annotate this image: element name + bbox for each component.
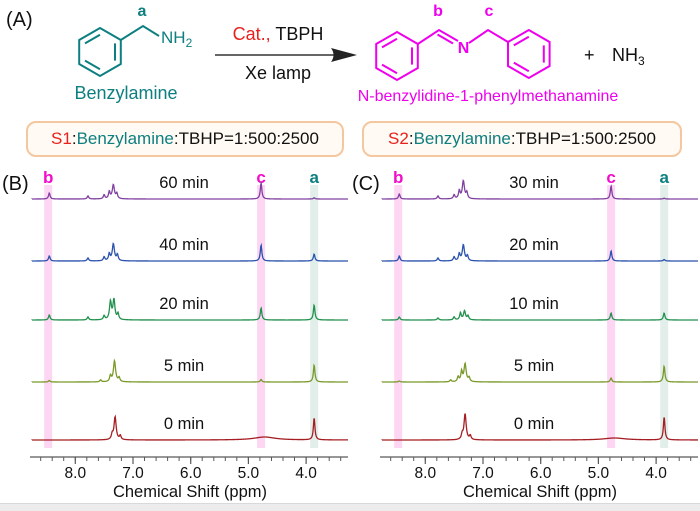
- ammonia-label: NH3: [612, 45, 645, 68]
- ring-double-bond: [84, 33, 101, 45]
- nmr-panel-c: (C) b c a 30 min 20 min 10 min 5 min 0 min 8.0 7.0…: [352, 168, 698, 501]
- nmr-trace-10-min: [381, 309, 698, 321]
- x-axis-tick-label: 4.0: [295, 465, 317, 482]
- nmr-trace-0-min: [381, 413, 698, 441]
- ring-double-bond: [513, 35, 530, 47]
- s1-ratio: :TBHP=1:500:2500: [173, 129, 319, 148]
- s2-reagent: Benzylamine: [413, 129, 511, 148]
- panel-label: (C): [352, 173, 380, 195]
- highlight-band-c: [607, 185, 616, 448]
- nmr-trace-20-min: [31, 297, 348, 321]
- sample-s2-label: S2: [388, 129, 409, 148]
- x-axis-tick-label: 5.0: [238, 465, 260, 482]
- highlight-band-a: [310, 185, 319, 448]
- arrow-bottom-text: Xe lamp: [245, 63, 311, 83]
- sample-s1-label: S1: [51, 129, 72, 148]
- column-marker-a: a: [309, 168, 319, 187]
- amine-sub: 2: [186, 36, 193, 50]
- highlight-band-a: [660, 185, 669, 448]
- product-name: N-benzylidine-1-phenylmethanamine: [358, 88, 619, 105]
- time-label: 20 min: [509, 236, 559, 254]
- highlight-band-b: [394, 185, 403, 448]
- s1-reagent: Benzylamine: [76, 129, 174, 148]
- panel-label: (B): [2, 173, 29, 195]
- proton-b-label: b: [433, 3, 443, 20]
- proton-a-label: a: [138, 3, 147, 20]
- time-label: 60 min: [159, 174, 209, 192]
- reagent-label: TBPH: [271, 24, 324, 44]
- s2-colon: :: [408, 129, 414, 148]
- nmr-trace-5-min: [381, 361, 698, 383]
- product-left-ring: [375, 30, 419, 82]
- x-axis-title: Chemical Shift (ppm): [463, 483, 617, 501]
- column-marker-c: c: [256, 168, 265, 187]
- time-label: 10 min: [509, 295, 559, 313]
- amine-group-label: NH2: [161, 28, 193, 50]
- x-axis-tick-label: 6.0: [530, 465, 552, 482]
- column-marker-b: b: [43, 168, 53, 187]
- x-axis-title: Chemical Shift (ppm): [113, 483, 267, 501]
- x-axis-tick-label: 7.0: [122, 465, 144, 482]
- x-axis-tick-label: 6.0: [180, 465, 202, 482]
- benzylamine-ch2-bonds: [120, 24, 160, 41]
- x-axis-tick-label: 8.0: [415, 465, 437, 482]
- nmr-trace-40-min: [31, 242, 348, 262]
- time-label: 0 min: [514, 415, 554, 433]
- x-axis-tick-label: 8.0: [65, 465, 87, 482]
- catalyst-label: Cat.,: [233, 24, 271, 44]
- amine-main: NH: [161, 28, 186, 47]
- nmr-trace-5-min: [31, 358, 348, 383]
- nmr-trace-60-min: [31, 180, 348, 200]
- nitrogen-label: N: [458, 40, 470, 57]
- imine-bond: [417, 28, 459, 45]
- reactant-name: Benzylamine: [74, 83, 177, 103]
- reaction-arrow-head: [331, 48, 357, 62]
- time-label: 5 min: [164, 357, 204, 375]
- imine-double-bond: [436, 33, 454, 45]
- reaction-scheme: (A) a NH2 Benzylamine Cat., TBPH Xe lamp…: [6, 3, 645, 105]
- nmr-trace-30-min: [381, 179, 698, 200]
- time-label: 5 min: [514, 357, 554, 375]
- ring-double-bond: [381, 63, 398, 75]
- bottom-border: [0, 503, 700, 511]
- x-axis-tick-label: 7.0: [472, 465, 494, 482]
- nmr-trace-0-min: [31, 414, 349, 441]
- benzylamine-ring: [78, 26, 122, 78]
- product-right-ring: [507, 28, 551, 80]
- ring-double-bond: [381, 37, 398, 49]
- nmr-trace-20-min: [381, 243, 698, 262]
- time-label: 30 min: [509, 174, 559, 192]
- column-marker-b: b: [393, 168, 403, 187]
- column-marker-c: c: [606, 168, 615, 187]
- nmr-panel-b: (B) b c a 60 min 40 min 20 min 5 min 0 min 8.0 7.0…: [2, 168, 349, 501]
- ring-double-bond: [84, 59, 101, 71]
- highlight-band-c: [257, 185, 266, 448]
- s1-colon: :: [71, 129, 77, 148]
- product-ch2-bonds: [468, 28, 509, 44]
- column-marker-a: a: [659, 168, 669, 187]
- x-axis-tick-label: 5.0: [588, 465, 610, 482]
- condition-box-s1: S1: Benzylamine :TBHP=1:500:2500: [26, 121, 344, 157]
- panel-a-label: (A): [6, 9, 33, 31]
- time-label: 40 min: [159, 236, 209, 254]
- s2-ratio: :TBHP=1:500:2500: [510, 129, 656, 148]
- time-label: 0 min: [164, 415, 204, 433]
- arrow-top-text: Cat., TBPH: [233, 24, 324, 44]
- proton-c-label: c: [485, 3, 494, 20]
- time-label: 20 min: [159, 295, 209, 313]
- x-axis-tick-label: 4.0: [645, 465, 667, 482]
- ammonia-sub: 3: [638, 54, 645, 68]
- plus-sign: +: [584, 45, 595, 65]
- ammonia-main: NH: [612, 45, 638, 65]
- ring-double-bond: [513, 61, 530, 73]
- condition-box-s2: S2: Benzylamine :TBHP=1:500:2500: [362, 121, 682, 157]
